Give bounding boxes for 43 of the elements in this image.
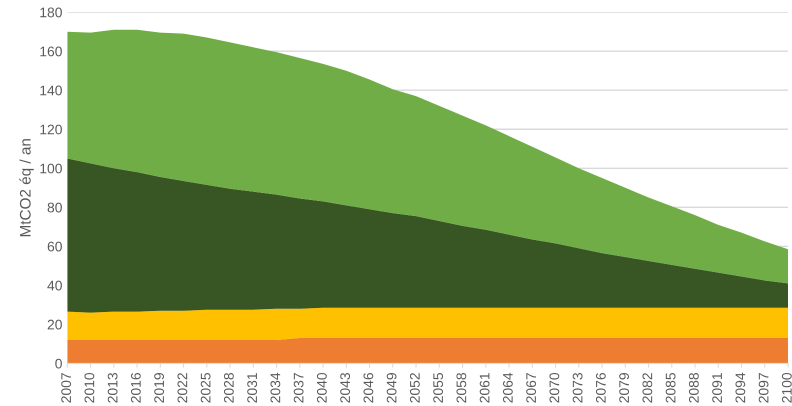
y-axis-title: MtCO2 éq / an	[19, 139, 34, 236]
x-tick-label: 2058	[456, 373, 466, 403]
x-tick-label: 2094	[735, 372, 746, 403]
y-tick-label: 180	[40, 8, 62, 18]
x-tick-label: 2100	[782, 372, 792, 403]
y-tick-label: 160	[40, 46, 62, 56]
x-tick-label: 2040	[316, 372, 327, 403]
x-tick-label: 2037	[294, 373, 304, 403]
x-tick-label: 2067	[526, 373, 536, 403]
x-tick-label: 2079	[619, 373, 630, 403]
x-tick-label: 2064	[502, 372, 513, 403]
y-tick-label: 20	[48, 320, 62, 330]
x-tick-label: 2082	[642, 373, 652, 403]
y-tick-label: 0	[55, 358, 62, 369]
x-tick-label: 2088	[688, 373, 699, 403]
x-tick-label: 2070	[549, 372, 560, 403]
x-tick-label: 2007	[61, 373, 72, 403]
x-tick-label: 2052	[410, 373, 420, 403]
x-tick-label: 2022	[177, 373, 188, 403]
x-tick-label: 2046	[363, 373, 374, 403]
y-tick-label: 40	[47, 280, 62, 290]
x-tick-label: 2013	[108, 373, 118, 403]
x-tick-label: 2025	[200, 372, 211, 403]
x-tick-label: 2085	[666, 372, 676, 403]
y-tick-label: 80	[48, 202, 62, 212]
y-tick-label: 100	[40, 164, 62, 174]
x-tick-label: 2073	[572, 373, 583, 403]
y-tick-label: 140	[40, 86, 62, 96]
x-tick-label: 2055	[433, 372, 444, 403]
x-tick-label: 2016	[130, 373, 141, 403]
x-tick-label: 2043	[340, 373, 350, 403]
x-tick-label: 2034	[270, 372, 280, 403]
x-tick-label: 2049	[386, 373, 397, 403]
x-tick-label: 2091	[712, 373, 722, 403]
x-tick-label: 2028	[224, 373, 234, 403]
x-tick-label: 2031	[247, 373, 258, 403]
x-tick-label: 2097	[758, 373, 769, 403]
x-tick-label: 2061	[480, 373, 490, 403]
y-tick-label: 60	[48, 242, 62, 252]
x-tick-label: 2076	[596, 373, 606, 403]
y-tick-label: 120	[40, 124, 62, 134]
x-tick-label: 2019	[154, 373, 164, 403]
x-tick-label: 2010	[84, 372, 94, 403]
